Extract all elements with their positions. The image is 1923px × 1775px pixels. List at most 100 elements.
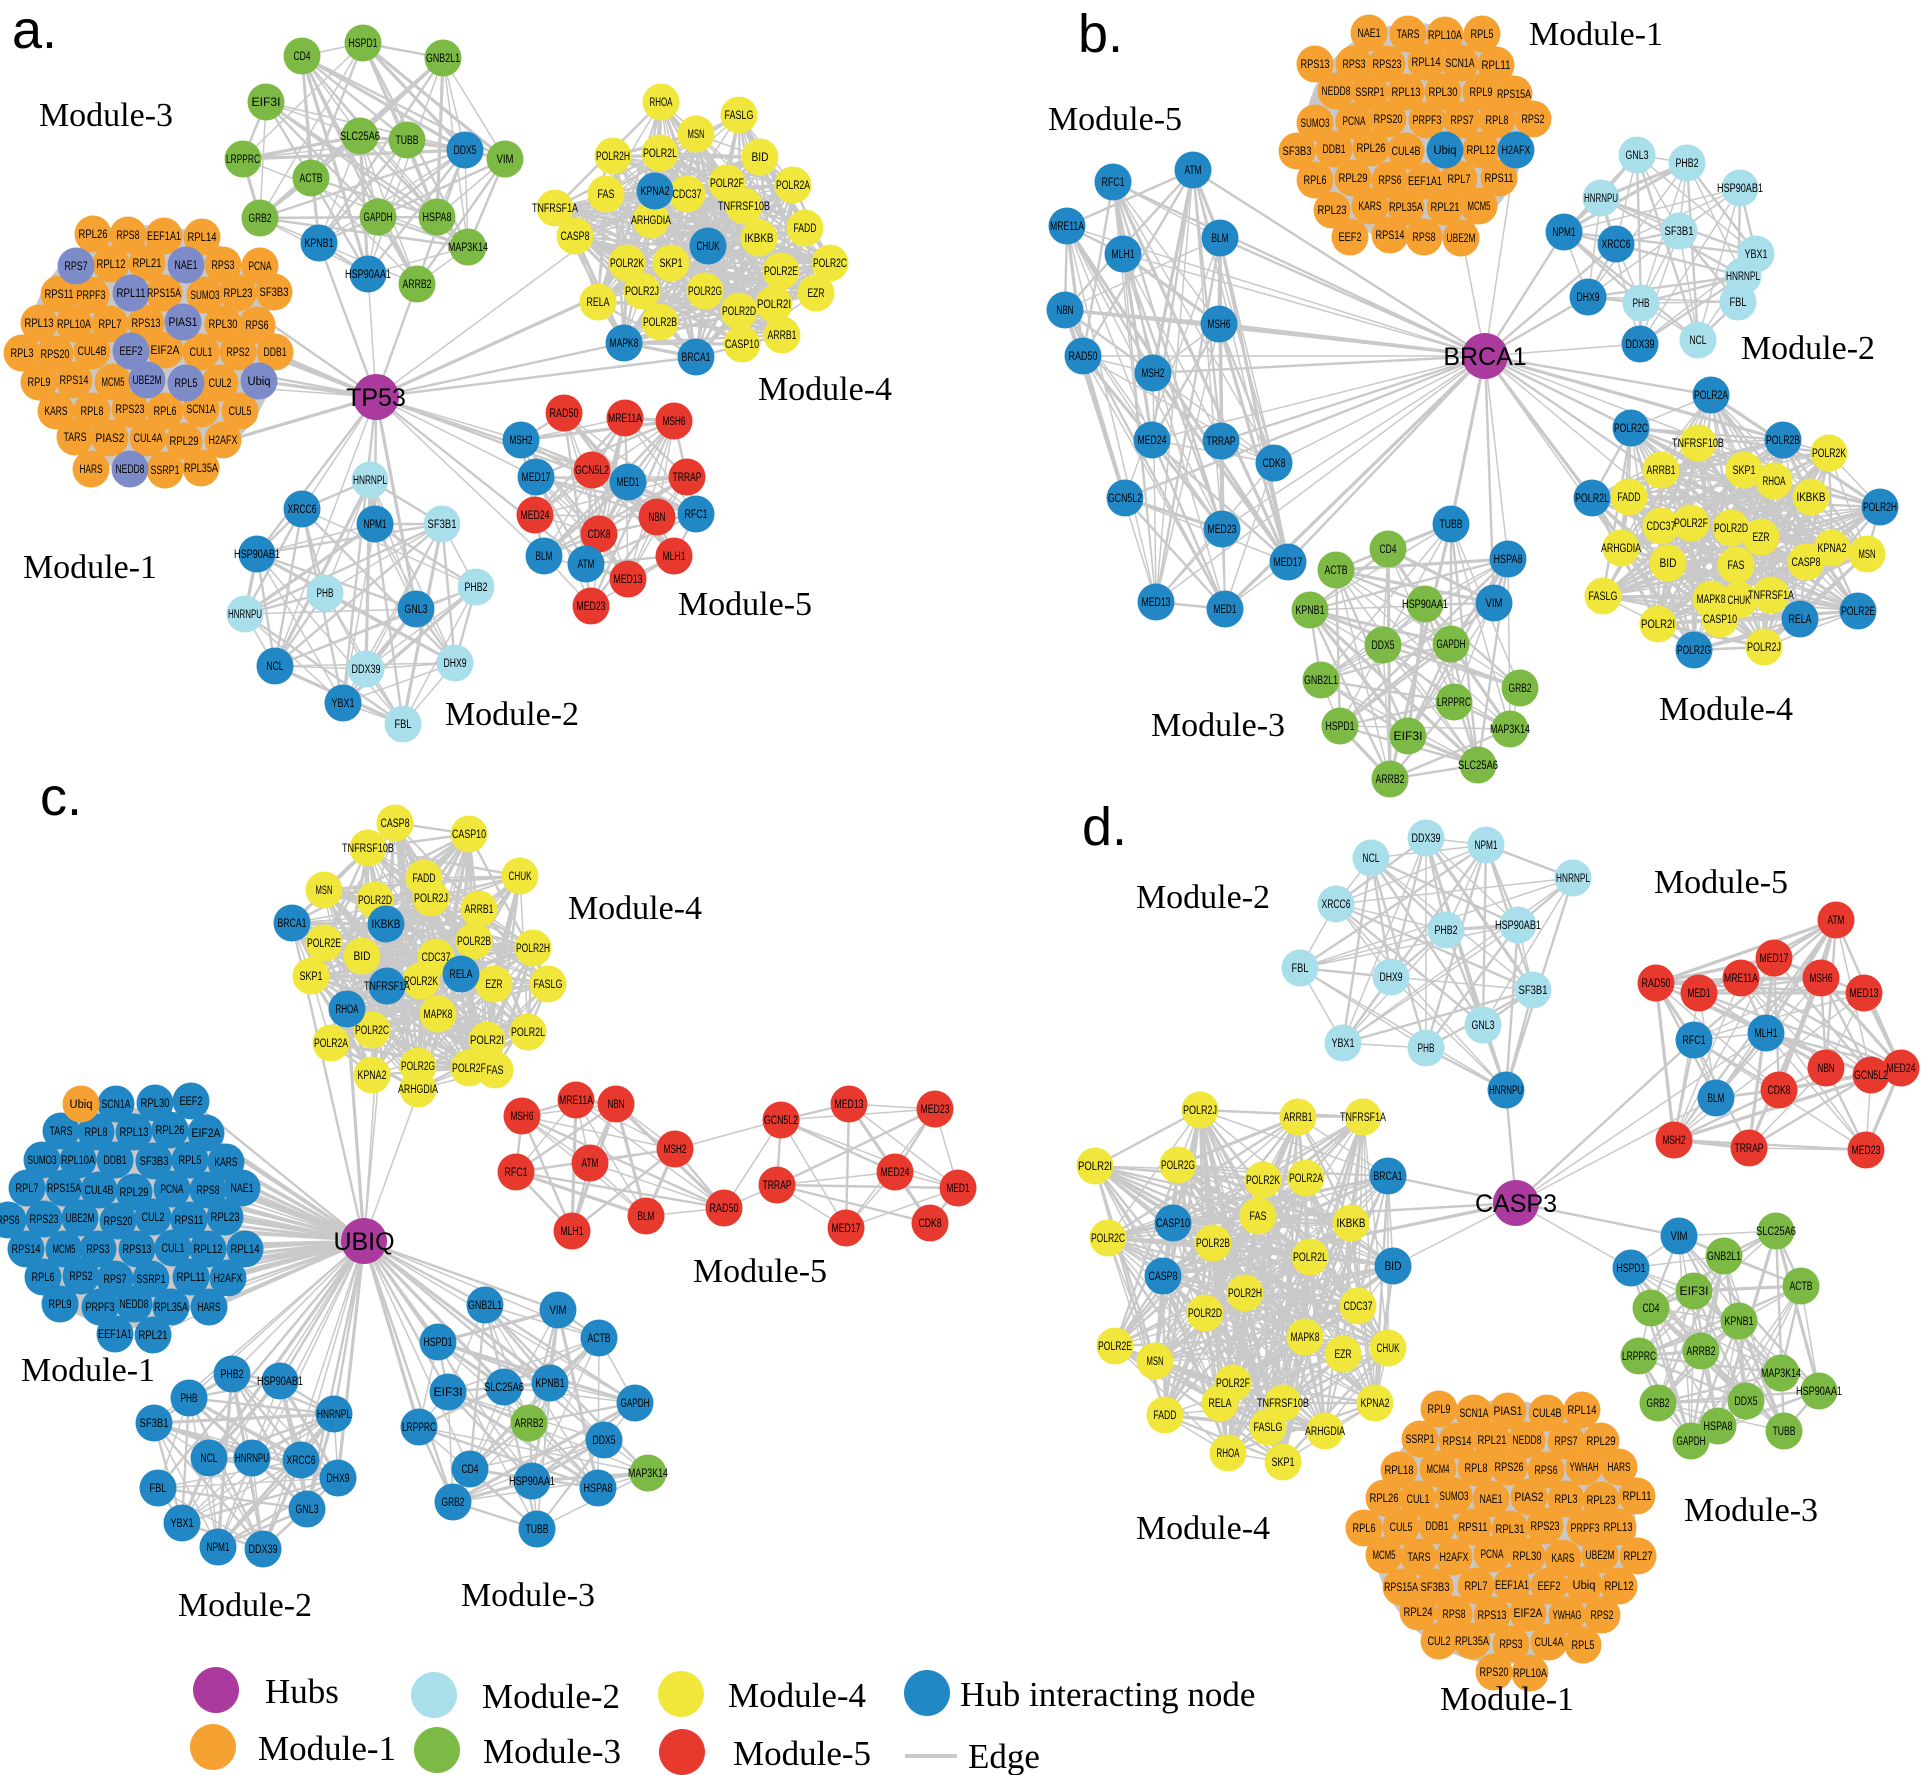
svg-text:CASP8: CASP8 <box>1149 1271 1178 1283</box>
svg-text:b.: b. <box>1078 4 1123 64</box>
svg-text:NBN: NBN <box>649 512 666 524</box>
svg-text:RPS23: RPS23 <box>1531 1521 1560 1533</box>
svg-text:NCL: NCL <box>267 661 284 673</box>
svg-text:TNFRSF10B: TNFRSF10B <box>342 843 394 855</box>
svg-text:RAD50: RAD50 <box>1642 978 1671 990</box>
svg-text:SF3B1: SF3B1 <box>428 519 457 531</box>
svg-text:Module-3: Module-3 <box>461 1577 595 1614</box>
svg-text:RPL23: RPL23 <box>1318 205 1347 217</box>
svg-text:CUL4B: CUL4B <box>1533 1408 1562 1420</box>
svg-text:RPS7: RPS7 <box>1451 115 1474 127</box>
svg-text:RPS6: RPS6 <box>1379 175 1402 187</box>
svg-text:H2AFX: H2AFX <box>1502 145 1531 157</box>
svg-text:RPL11: RPL11 <box>1623 1491 1652 1503</box>
svg-text:SSRP1: SSRP1 <box>137 1274 166 1286</box>
svg-text:MED23: MED23 <box>577 601 606 613</box>
svg-text:RPL8: RPL8 <box>1465 1463 1488 1475</box>
svg-text:RPL13: RPL13 <box>120 1127 149 1139</box>
svg-text:XRCC6: XRCC6 <box>287 1455 316 1467</box>
svg-text:MAPK8: MAPK8 <box>424 1009 453 1021</box>
svg-text:MSH6: MSH6 <box>511 1111 534 1123</box>
svg-text:TRRAP: TRRAP <box>1735 1143 1764 1155</box>
svg-text:RPL10A: RPL10A <box>61 1155 95 1167</box>
svg-text:POLR2E: POLR2E <box>1098 1341 1132 1353</box>
svg-text:CHUK: CHUK <box>1377 1343 1400 1355</box>
svg-text:EEF1A1: EEF1A1 <box>1408 176 1442 188</box>
svg-text:GCN5L2: GCN5L2 <box>764 1115 798 1127</box>
svg-text:FBL: FBL <box>395 719 412 731</box>
svg-text:BLM: BLM <box>1212 233 1229 245</box>
svg-text:SKP1: SKP1 <box>300 971 323 983</box>
svg-text:TRRAP: TRRAP <box>673 472 702 484</box>
svg-text:MSH6: MSH6 <box>663 416 686 428</box>
svg-text:FAS: FAS <box>1728 560 1745 572</box>
svg-text:POLR2C: POLR2C <box>813 258 847 270</box>
svg-text:NAE1: NAE1 <box>1358 28 1381 40</box>
svg-text:H2AFX: H2AFX <box>214 1273 243 1285</box>
svg-text:RPL12: RPL12 <box>194 1244 223 1256</box>
svg-text:RPL26: RPL26 <box>79 229 108 241</box>
svg-text:RPS23: RPS23 <box>1373 59 1402 71</box>
svg-text:ACTB: ACTB <box>300 173 323 185</box>
svg-text:RPS13: RPS13 <box>1301 59 1330 71</box>
svg-text:EZR: EZR <box>1753 532 1770 544</box>
svg-text:POLR2E: POLR2E <box>1841 606 1875 618</box>
svg-text:RPL9: RPL9 <box>1428 1404 1451 1416</box>
svg-text:XRCC6: XRCC6 <box>1322 899 1351 911</box>
svg-text:NPM1: NPM1 <box>1475 840 1498 852</box>
svg-text:RPL14: RPL14 <box>231 1244 260 1256</box>
svg-text:ARHGDIA: ARHGDIA <box>398 1084 438 1096</box>
svg-text:Module-2: Module-2 <box>1741 330 1875 367</box>
svg-text:POLR2G: POLR2G <box>688 286 722 298</box>
svg-text:MAP3K14: MAP3K14 <box>628 1468 668 1480</box>
svg-text:TNFRSF10B: TNFRSF10B <box>718 201 770 213</box>
svg-text:H2AFX: H2AFX <box>1440 1552 1469 1564</box>
svg-text:CASP8: CASP8 <box>1792 557 1821 569</box>
svg-text:POLR2E: POLR2E <box>307 938 341 950</box>
svg-text:RPL21: RPL21 <box>133 258 162 270</box>
svg-text:TRRAP: TRRAP <box>763 1180 792 1192</box>
svg-text:CUL2: CUL2 <box>142 1212 165 1224</box>
svg-text:HSP90AA1: HSP90AA1 <box>509 1476 555 1488</box>
svg-text:LRPPRC: LRPPRC <box>1622 1351 1656 1363</box>
svg-text:CD4: CD4 <box>1380 544 1397 556</box>
svg-text:POLR2G: POLR2G <box>1677 645 1711 657</box>
svg-text:YBX1: YBX1 <box>1745 249 1768 261</box>
svg-text:RPS3: RPS3 <box>212 260 235 272</box>
svg-text:Ubiq: Ubiq <box>1434 145 1457 157</box>
svg-text:RPL9: RPL9 <box>49 1299 72 1311</box>
svg-text:RPL10A: RPL10A <box>1513 1668 1547 1680</box>
svg-text:ARHGDIA: ARHGDIA <box>1305 1426 1345 1438</box>
svg-text:XRCC6: XRCC6 <box>1602 239 1631 251</box>
svg-text:MSH6: MSH6 <box>1810 973 1833 985</box>
svg-text:CD4: CD4 <box>294 51 311 63</box>
svg-text:RPS3: RPS3 <box>87 1244 110 1256</box>
svg-text:PRPF3: PRPF3 <box>86 1302 115 1314</box>
svg-text:RPL30: RPL30 <box>141 1098 170 1110</box>
svg-text:FASLG: FASLG <box>1254 1422 1283 1434</box>
svg-text:MSN: MSN <box>688 129 705 141</box>
svg-text:MSN: MSN <box>316 885 333 897</box>
svg-text:MED17: MED17 <box>1760 953 1789 965</box>
svg-text:Module-4: Module-4 <box>1659 691 1793 728</box>
svg-text:YBX1: YBX1 <box>332 698 355 710</box>
svg-text:MAPK8: MAPK8 <box>1697 594 1726 606</box>
svg-text:DDX5: DDX5 <box>593 1435 616 1447</box>
svg-text:CUL1: CUL1 <box>162 1243 185 1255</box>
svg-text:RPS6: RPS6 <box>1535 1465 1558 1477</box>
svg-text:DHX9: DHX9 <box>444 658 467 670</box>
svg-text:FBL: FBL <box>150 1483 167 1495</box>
svg-text:GNL3: GNL3 <box>1626 150 1649 162</box>
svg-text:PCNA: PCNA <box>1481 1549 1504 1561</box>
svg-text:RPL6: RPL6 <box>1353 1523 1376 1535</box>
svg-text:HNRNPU: HNRNPU <box>1584 193 1618 205</box>
svg-text:MAP3K14: MAP3K14 <box>1490 724 1530 736</box>
svg-text:RPS26: RPS26 <box>1495 1462 1524 1474</box>
svg-text:POLR2F: POLR2F <box>710 178 744 190</box>
svg-text:RFC1: RFC1 <box>1102 177 1125 189</box>
svg-text:SUMO3: SUMO3 <box>28 1155 57 1167</box>
svg-text:MED1: MED1 <box>617 477 640 489</box>
svg-text:POLR2I: POLR2I <box>757 299 791 311</box>
svg-text:RPL35A: RPL35A <box>154 1302 188 1314</box>
svg-text:HSP90AB1: HSP90AB1 <box>257 1376 303 1388</box>
